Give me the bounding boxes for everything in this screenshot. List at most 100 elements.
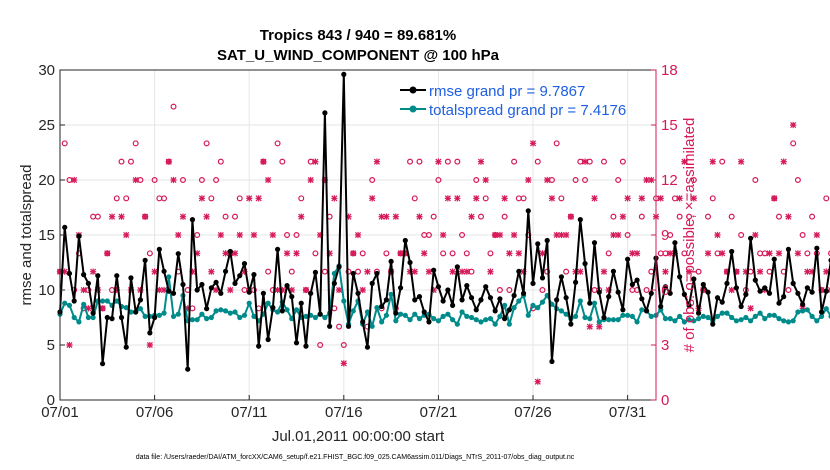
obs-assimilated-marker-51	[298, 213, 305, 220]
rmse-point-38	[237, 273, 243, 279]
obs-assimilated-marker-105	[553, 231, 560, 239]
obs-assimilated-marker-64	[359, 286, 366, 294]
obs-possible-marker-29	[194, 232, 201, 239]
obs-assimilated-marker-39	[241, 268, 248, 275]
spread-point-93	[497, 313, 503, 319]
obs-assimilated-marker-86	[463, 268, 470, 275]
spread-point-68	[379, 319, 385, 325]
spread-point-54	[312, 314, 319, 321]
obs-assimilated-marker-23	[165, 158, 172, 165]
rmse-point-26	[180, 281, 186, 288]
spread-point-23	[166, 274, 172, 280]
obs-assimilated-marker-3	[71, 176, 78, 184]
rmse-point-22	[161, 268, 167, 274]
rmse-point-77	[421, 309, 427, 315]
rmse-point-104	[549, 358, 555, 365]
obs-possible-marker-117	[610, 213, 617, 220]
obs-assimilated-marker-117	[610, 231, 617, 239]
spread-point-12	[114, 298, 120, 304]
spread-point-125	[648, 313, 654, 319]
obs-assimilated-marker-137	[704, 250, 712, 257]
spread-point-72	[397, 311, 404, 317]
axes: 07/01 07/06 07/11 07/16 07/21 07/26 07/31 0 5 10 1…	[38, 62, 677, 421]
obs-assimilated-marker-45	[269, 231, 276, 239]
spread-point-3	[71, 314, 77, 321]
obs-assimilated-marker-116	[605, 286, 612, 294]
rmse-point-96	[511, 292, 517, 299]
legend-label-rmse: rmse grand pr = 9.7867	[429, 83, 585, 100]
y2-axis-label: # of obs: o=possible; ×=assimilated	[681, 118, 698, 353]
spread-point-4	[76, 319, 82, 325]
rmse-point-24	[170, 290, 177, 296]
spread-point-152	[776, 316, 782, 322]
spread-point-116	[606, 317, 612, 323]
rmse-point-116	[606, 294, 612, 300]
obs-possible-marker-138	[709, 195, 716, 202]
y-tick-label-6: 30	[38, 62, 55, 79]
rmse-point-103	[544, 237, 550, 244]
spread-point-66	[369, 323, 375, 329]
spread-point-40	[246, 300, 252, 306]
rmse-point-5	[81, 272, 87, 278]
spread-point-37	[232, 309, 238, 315]
spread-point-14	[123, 305, 129, 311]
obs-possible-marker-83	[449, 250, 456, 257]
obs-assimilated-marker-102	[539, 250, 546, 257]
obs-assimilated-marker-142	[728, 286, 735, 294]
rmse-point-127	[658, 303, 664, 310]
rmse-point-56	[322, 110, 328, 116]
obs-assimilated-marker-67	[373, 158, 381, 165]
rmse-point-110	[577, 217, 583, 223]
spread-point-110	[577, 298, 583, 304]
obs-possible-marker-157	[799, 232, 806, 239]
spread-point-85	[459, 309, 465, 315]
spread-point-58	[331, 270, 337, 277]
spread-point-80	[435, 318, 442, 324]
obs-possible-marker-133	[686, 213, 693, 220]
spread-point-36	[227, 310, 233, 316]
rmse-point-73	[402, 237, 408, 244]
obs-assimilated-marker-57	[326, 250, 333, 257]
rmse-point-4	[76, 233, 82, 239]
obs-possible-marker-19	[146, 250, 153, 257]
obs-assimilated-marker-99	[525, 176, 532, 184]
rmse-point-118	[615, 289, 621, 295]
obs-assimilated-marker-134	[690, 195, 697, 202]
rmse-point-161	[818, 309, 825, 315]
rmse-point-129	[667, 290, 673, 296]
obs-possible-marker-152	[775, 213, 782, 220]
spread-point-150	[766, 312, 773, 318]
obs-assimilated-marker-20	[151, 268, 158, 275]
rmse-point-119	[620, 307, 626, 313]
spread-point-89	[478, 319, 484, 325]
rmse-point-62	[350, 270, 356, 277]
y-axis-label: rmse and totalspread	[18, 165, 35, 306]
spread-point-153	[781, 318, 787, 324]
spread-point-75	[412, 311, 418, 317]
spread-point-81	[440, 313, 446, 319]
obs-assimilated-marker-46	[274, 286, 281, 294]
rmse-point-52	[303, 343, 309, 349]
obs-assimilated-marker-90	[482, 176, 489, 184]
obs-possible-marker-32	[208, 195, 215, 202]
obs-possible-marker-125	[648, 268, 655, 275]
spread-point-158	[804, 307, 810, 313]
rmse-point-156	[795, 290, 801, 296]
obs-assimilated-marker-82	[444, 195, 451, 202]
rmse-point-99	[525, 208, 531, 214]
rmse-point-97	[516, 268, 522, 274]
spread-point-154	[785, 319, 792, 325]
spread-point-46	[274, 309, 281, 315]
obs-assimilated-marker-19	[146, 341, 153, 349]
obs-assimilated-marker-41	[250, 231, 258, 239]
spread-point-109	[572, 313, 579, 319]
obs-possible-marker-12	[113, 195, 120, 202]
rmse-point-102	[539, 275, 546, 281]
spread-point-17	[137, 306, 144, 312]
spread-point-86	[464, 313, 470, 319]
obs-assimilated-marker-148	[756, 268, 764, 275]
spread-point-88	[473, 317, 479, 323]
spread-point-131	[677, 313, 683, 319]
rmse-point-157	[800, 301, 806, 307]
rmse-point-141	[724, 280, 730, 286]
